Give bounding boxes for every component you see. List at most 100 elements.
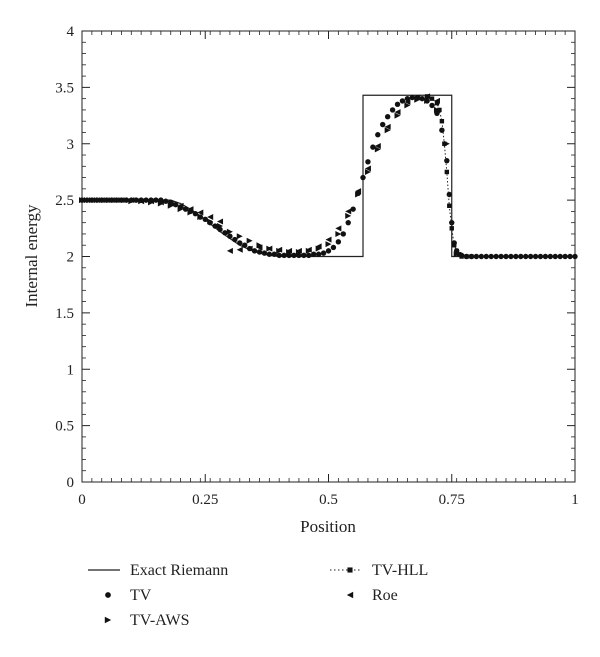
point-tv [222,230,228,236]
point-tv [227,233,233,239]
series-tv-hll [424,94,474,259]
x-tick-label: 0 [78,492,86,508]
y-tick-label: 4 [67,24,75,40]
point-roe [79,197,85,204]
point-tv [394,101,401,107]
series-line-exact-riemann [82,94,575,258]
point-tv-aws [384,127,391,134]
point-tv [306,252,312,259]
point-tv [384,113,391,120]
point-tv-aws [325,241,332,248]
point-tv [350,206,356,212]
point-tv [345,219,351,226]
point-roe [246,245,253,252]
point-tv-aws [226,228,233,235]
point-roe [414,94,421,101]
point-tv-aws [355,191,362,198]
y-tick-label: 1 [67,362,75,378]
point-tv [493,253,499,260]
point-tv [123,197,130,203]
series-layer [79,93,578,260]
point-roe [118,197,125,204]
legend-marker-tv-hll [347,567,353,573]
point-roe [108,197,115,204]
point-tv [84,197,90,203]
legend-item-tv: TV [105,587,152,604]
y-tick-label: 3 [67,137,75,153]
point-roe [128,197,135,204]
point-tv [291,252,297,259]
point-tv-aws [246,237,253,244]
point-roe [236,246,243,253]
legend-marker-tv-aws [104,616,112,624]
point-tv [513,253,519,260]
point-roe [148,198,155,205]
series-tv [79,94,578,260]
legend: Exact Riemann TV-HLL TV Roe TV-AWS [88,562,428,629]
point-roe [197,209,204,216]
series-tv-aws [79,96,460,258]
point-tv [212,223,218,229]
point-tv-aws [256,242,263,249]
point-tv [419,95,425,102]
point-roe [364,165,371,172]
point-tv-hll [464,254,469,259]
point-tv [320,250,327,256]
point-tv [315,251,322,257]
point-tv [133,197,139,203]
point-tv-aws [217,223,224,230]
point-tv [202,216,208,222]
point-tv [552,253,558,260]
point-roe [355,188,362,195]
x-tick-label: 0.75 [439,492,465,508]
point-roe [177,202,184,209]
point-tv [488,253,494,260]
point-tv [503,253,509,260]
point-tv-hll [444,169,450,175]
point-tv-aws [177,206,184,213]
point-tv [439,127,445,133]
point-tv-aws [335,230,342,237]
point-tv [163,198,169,204]
point-tv [518,253,524,260]
series-roe [79,93,440,254]
legend-label-exact-riemann: Exact Riemann [130,562,228,579]
point-roe [157,199,164,206]
point-roe [305,246,312,253]
legend-label-tv-hll: TV-HLL [372,562,428,579]
x-tick-label: 0.5 [319,492,338,508]
point-tv [113,197,120,203]
point-roe [98,197,105,204]
point-tv [182,206,189,212]
point-tv [409,94,416,101]
point-roe [138,198,145,205]
point-tv [335,239,342,245]
point-tv [143,197,149,203]
y-tick-label: 3.5 [55,80,74,96]
point-tv-hll [456,252,462,257]
point-tv [153,197,159,203]
point-tv-aws [197,214,204,221]
point-roe [266,245,273,252]
point-roe [394,109,401,116]
point-tv [478,253,485,260]
point-tv [251,248,258,254]
point-tv [498,253,504,260]
point-tv-hll [449,226,454,231]
point-tv-aws [433,106,440,113]
point-tv [365,159,371,165]
legend-item-exact-riemann: Exact Riemann [88,562,228,579]
y-tick-label: 0 [67,475,75,491]
point-tv-hll [459,254,464,259]
point-tv [360,174,366,181]
point-tv [532,253,539,260]
point-roe [207,214,214,221]
point-tv [542,253,549,260]
point-roe [256,244,263,251]
axis-ticks: 0 0.25 0.5 0.75 1 0 0.5 1 1.5 2 2.5 3 3.5 4 [55,24,579,508]
point-tv [325,248,332,254]
point-roe [295,247,302,254]
point-tv-aws [315,245,322,252]
point-tv [237,240,243,246]
point-roe [286,247,293,254]
